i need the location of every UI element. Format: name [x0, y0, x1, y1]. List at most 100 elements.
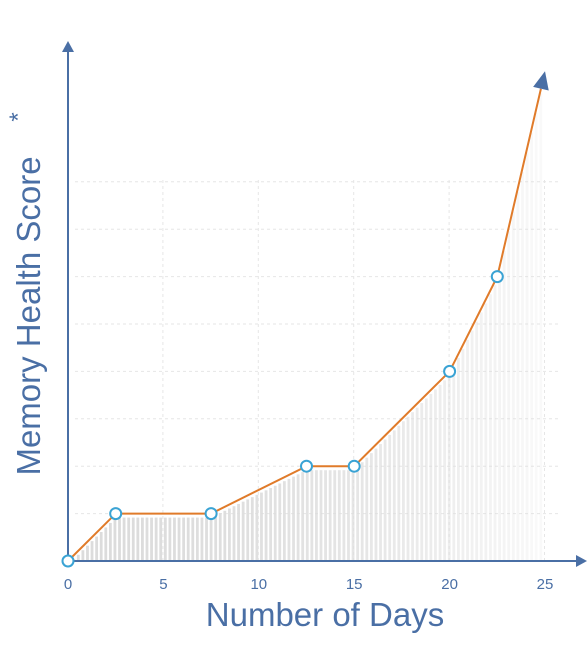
- fill-bar: [328, 470, 332, 561]
- fill-bar: [260, 492, 263, 561]
- series-arrowhead: [533, 71, 549, 91]
- fill-bar: [305, 470, 309, 561]
- fill-bar: [374, 448, 378, 561]
- fill-bar: [154, 517, 158, 561]
- fill-bar: [489, 294, 492, 561]
- fill-bar: [525, 152, 529, 561]
- fill-bar: [264, 490, 268, 561]
- fill-bar: [333, 470, 337, 561]
- fill-bar: [168, 517, 172, 561]
- fill-bar: [406, 416, 410, 561]
- fill-bar: [182, 517, 186, 561]
- fill-bar: [173, 517, 176, 561]
- fill-bar: [539, 93, 543, 561]
- fill-bar: [397, 425, 401, 561]
- fill-bar: [228, 508, 231, 561]
- fill-bar: [388, 434, 392, 561]
- fill-bar: [205, 517, 208, 561]
- fill-bar: [292, 476, 295, 561]
- fill-bar: [360, 462, 364, 561]
- fill-bar: [484, 303, 488, 561]
- fill-bar: [287, 478, 291, 561]
- fill-bar: [493, 285, 497, 561]
- fill-bar: [250, 497, 254, 561]
- fill-bar: [241, 501, 245, 561]
- fill-bar: [99, 532, 103, 561]
- grid-layer: [75, 180, 560, 561]
- fill-bar: [379, 444, 382, 561]
- fill-bar: [81, 550, 85, 561]
- fill-bar: [470, 330, 474, 561]
- x-axis-arrowhead: [576, 555, 587, 567]
- y-axis-title: Memory Health Score: [10, 156, 47, 475]
- x-tick-label: 0: [64, 576, 72, 593]
- fill-bar: [507, 231, 511, 561]
- fill-bar: [113, 518, 117, 561]
- fill-bar: [214, 515, 218, 561]
- fill-bar: [136, 517, 140, 561]
- fill-bar: [122, 517, 126, 561]
- fill-bar: [365, 457, 369, 561]
- fill-bar: [200, 517, 204, 561]
- fill-bar: [141, 517, 144, 561]
- fill-bar: [452, 367, 456, 561]
- fill-bar: [255, 494, 259, 561]
- fill-bar: [95, 536, 99, 561]
- fill-bar: [429, 393, 433, 561]
- y-axis-title-group: Memory Health Score *: [5, 112, 47, 475]
- fill-bar: [415, 407, 419, 561]
- y-axis-arrowhead: [62, 41, 74, 52]
- fill-bar: [237, 503, 240, 561]
- fill-bar: [108, 522, 112, 561]
- fill-bar: [319, 470, 323, 561]
- fill-bar: [479, 312, 483, 561]
- fill-bars-layer: [72, 93, 543, 562]
- fill-bar: [218, 513, 222, 561]
- fill-bar: [315, 470, 318, 561]
- fill-bar: [324, 470, 327, 561]
- fill-bar: [86, 545, 89, 561]
- fill-bar: [475, 321, 479, 561]
- fill-bar: [534, 112, 538, 562]
- fill-bar: [356, 466, 360, 561]
- fill-bar: [209, 517, 213, 561]
- fill-bar: [351, 470, 355, 561]
- fill-bar: [461, 348, 465, 561]
- fill-bar: [434, 389, 437, 561]
- fill-bar: [438, 384, 442, 561]
- data-point: [490, 270, 504, 284]
- fill-bar: [530, 132, 534, 561]
- fill-bar: [195, 517, 199, 561]
- fill-bar: [273, 485, 277, 561]
- fill-bar: [521, 172, 524, 561]
- data-point: [61, 554, 75, 568]
- fill-bar: [278, 483, 282, 561]
- fill-bar: [150, 517, 153, 561]
- fill-bar: [447, 375, 451, 561]
- x-tick-label: 5: [159, 576, 167, 593]
- fill-bar: [131, 517, 135, 561]
- x-tick-label: 15: [346, 576, 363, 593]
- x-tick-label: 10: [250, 576, 267, 593]
- data-point: [300, 459, 313, 473]
- fill-bar: [104, 527, 108, 561]
- data-point: [204, 507, 218, 521]
- fill-bar: [383, 439, 387, 561]
- y-axis-title-asterisk: *: [5, 112, 32, 121]
- data-point: [347, 459, 361, 473]
- fill-bar: [342, 470, 346, 561]
- fill-bar: [411, 412, 414, 561]
- fill-bar: [498, 270, 501, 561]
- fill-bar: [159, 517, 163, 561]
- x-axis-title: Number of Days: [206, 596, 444, 633]
- axes-layer: [62, 41, 587, 567]
- fill-bar: [424, 398, 428, 561]
- fill-bar: [177, 517, 181, 561]
- fill-bar: [310, 470, 314, 561]
- fill-bar: [466, 339, 469, 561]
- x-tick-label: 25: [537, 576, 554, 593]
- fill-bar: [118, 517, 121, 561]
- fill-bar: [246, 499, 250, 561]
- data-point: [443, 364, 457, 378]
